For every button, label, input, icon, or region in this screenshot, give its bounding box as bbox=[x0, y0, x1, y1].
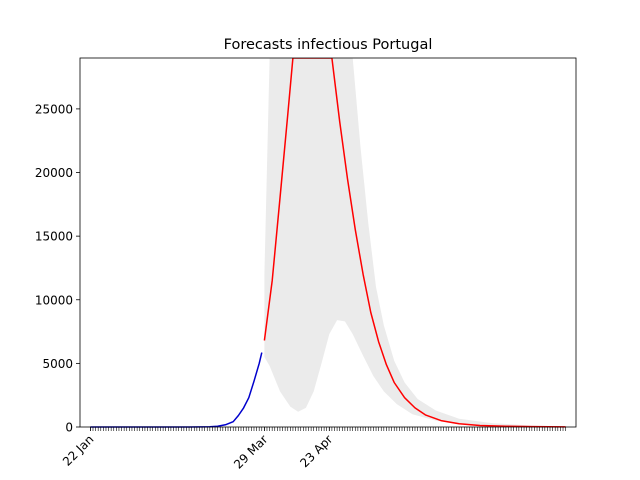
forecast-line bbox=[263, 58, 566, 428]
axes-frame bbox=[79, 57, 577, 428]
y-tick-label: 0 bbox=[65, 421, 73, 435]
confidence-band bbox=[264, 58, 566, 427]
chart-title: Forecasts infectious Portugal bbox=[224, 37, 433, 53]
y-tick-label: 5000 bbox=[42, 357, 73, 371]
y-axis: 0 5000 10000 15000 20000 25000 bbox=[35, 102, 80, 435]
y-tick-label: 25000 bbox=[35, 102, 73, 116]
y-tick-label: 15000 bbox=[35, 230, 73, 244]
y-tick-label: 10000 bbox=[35, 293, 73, 307]
y-tick-label: 20000 bbox=[35, 166, 73, 180]
